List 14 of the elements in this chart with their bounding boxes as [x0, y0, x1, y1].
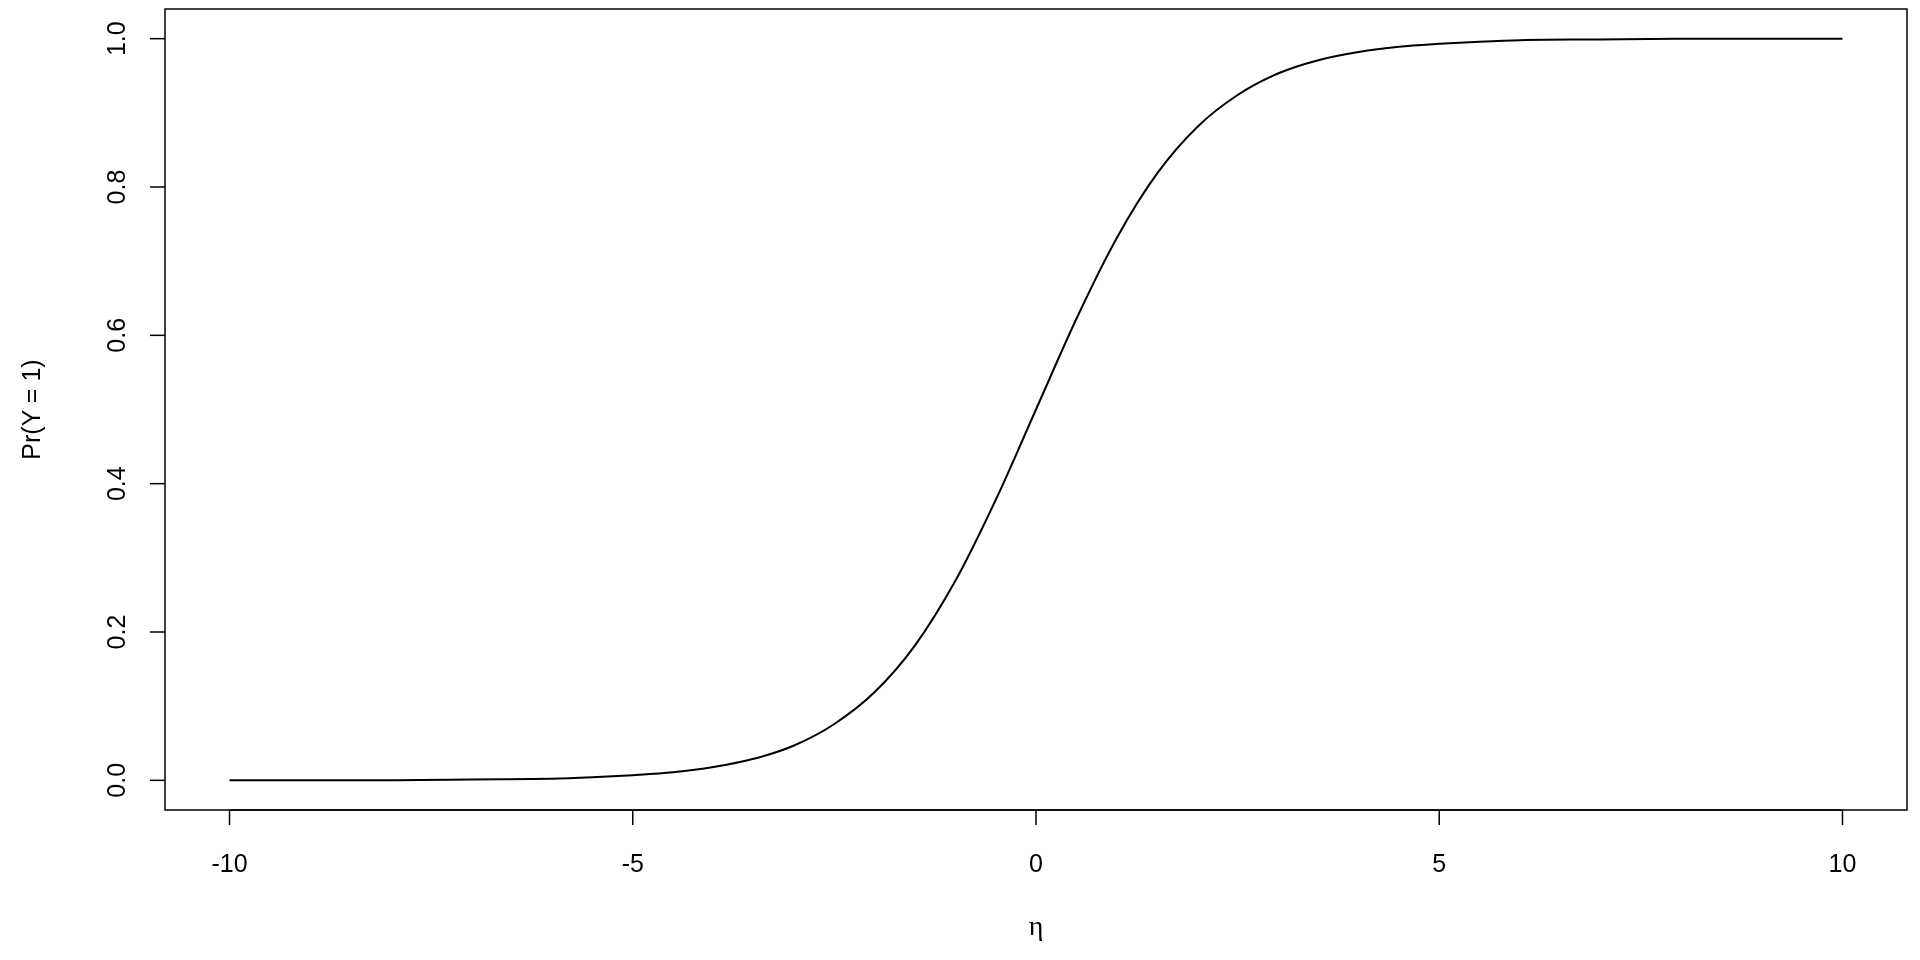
y-tick-label: 0.6 — [102, 317, 130, 353]
y-tick-label: 0.4 — [102, 466, 130, 502]
y-tick-label: 0.2 — [102, 614, 130, 650]
x-tick-label: 0 — [1029, 849, 1043, 877]
line-series — [228, 37, 1844, 782]
x-tick-label: 10 — [1828, 849, 1857, 877]
x-tick-label: -10 — [211, 849, 248, 877]
y-tick-label: 1.0 — [102, 21, 130, 57]
y-tick-label: 0.0 — [102, 762, 130, 798]
x-axis-title: η — [1028, 910, 1044, 941]
y-axis-title: Pr(Y = 1) — [17, 359, 45, 460]
y-tick-label: 0.8 — [102, 169, 130, 205]
x-tick-label: 5 — [1432, 849, 1447, 877]
x-tick-label: -5 — [621, 849, 644, 877]
